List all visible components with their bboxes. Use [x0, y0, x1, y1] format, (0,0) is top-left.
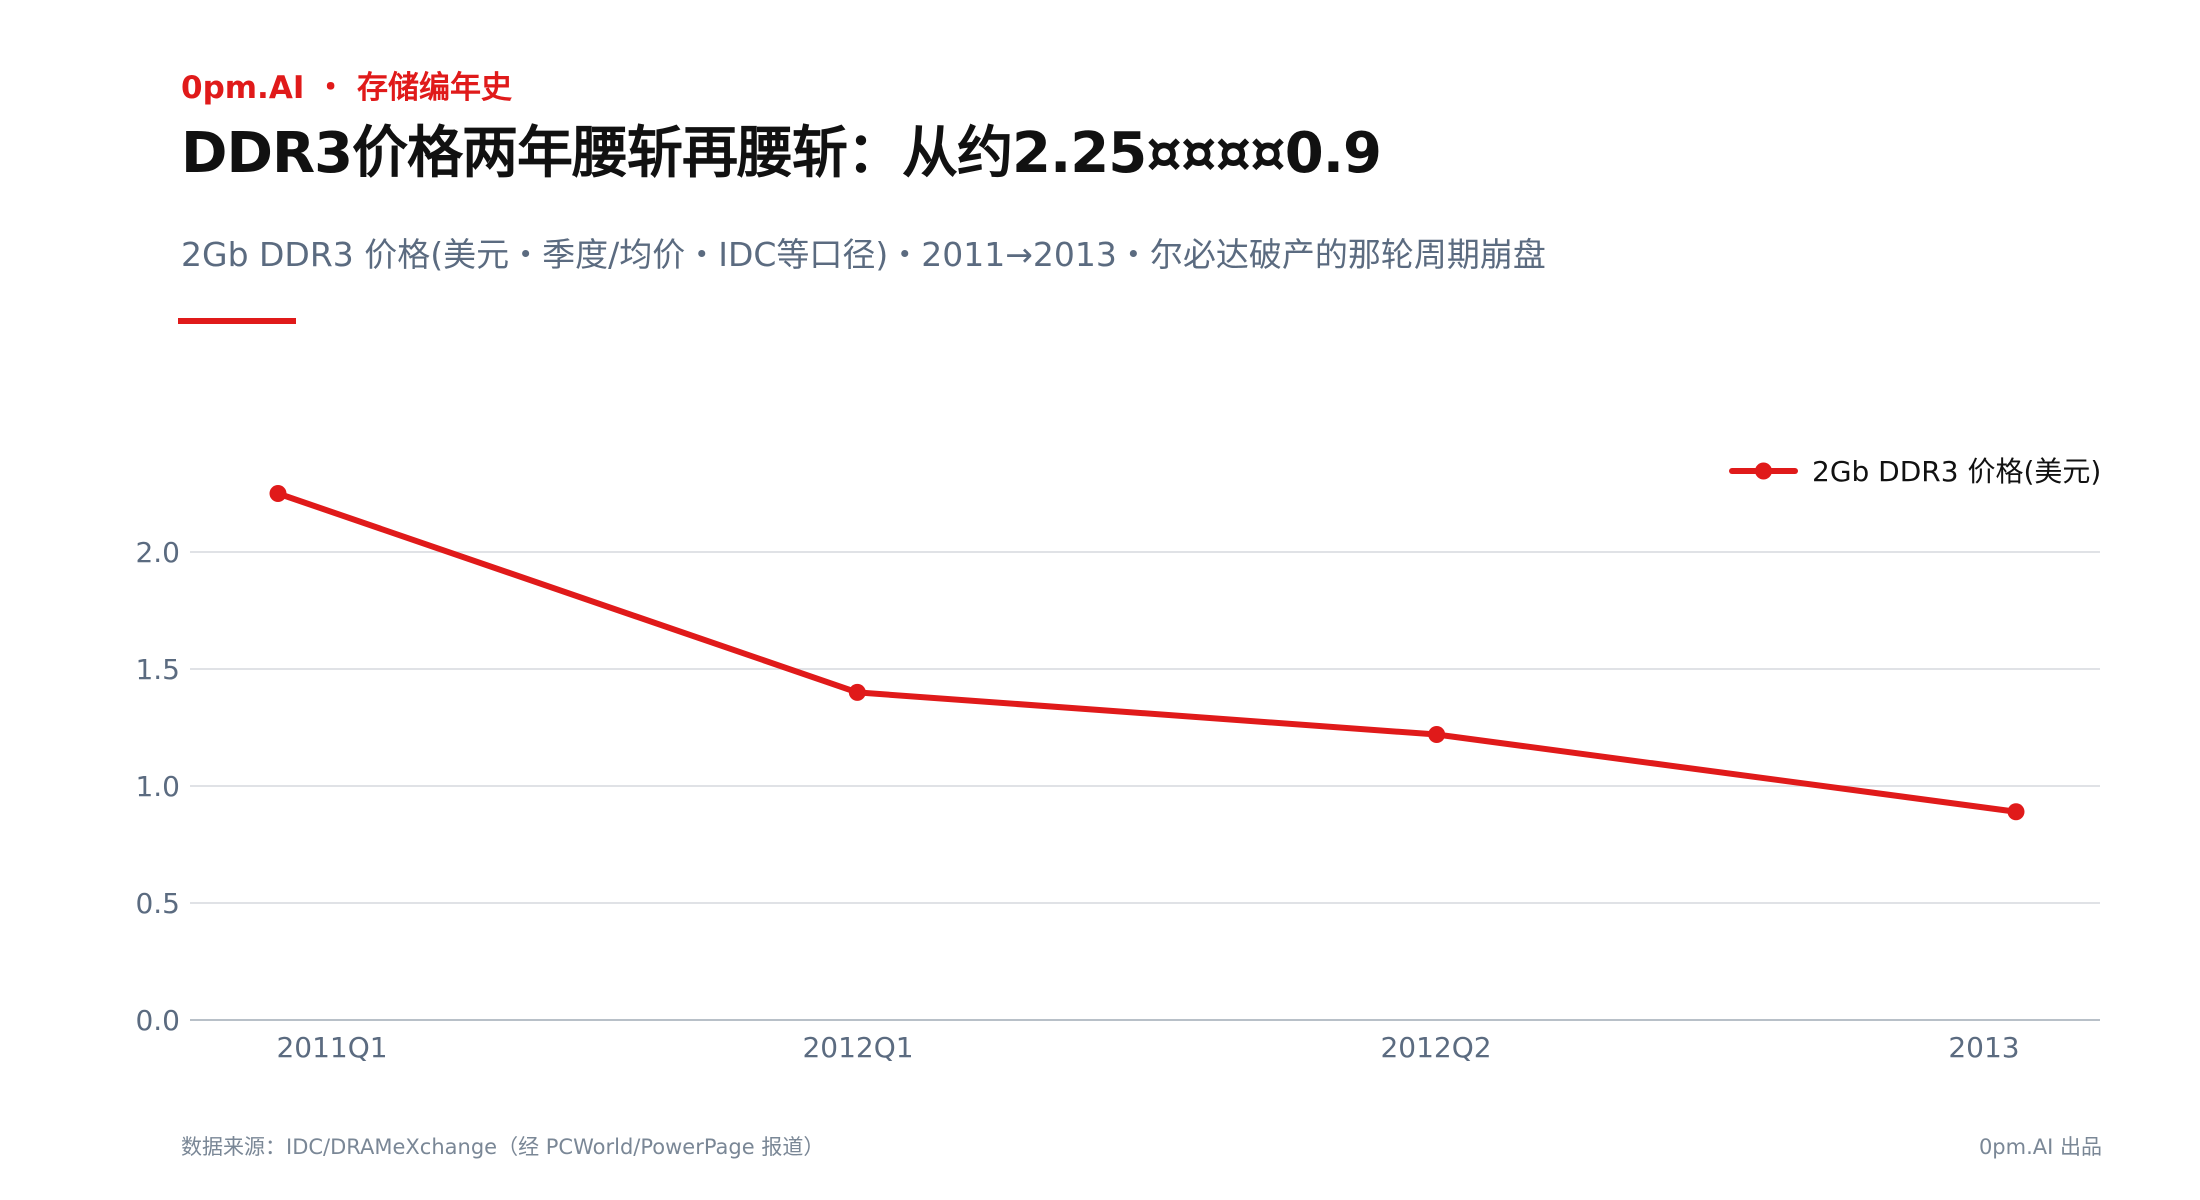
chart-subtitle: 2Gb DDR3 价格(美元・季度/均价・IDC等口径)・2011→2013・尔…: [181, 235, 1546, 274]
y-axis-ticks: 0.0 0.5 1.0 1.5 2.0: [135, 536, 180, 1037]
accent-rule: [178, 318, 296, 324]
x-tick-label: 2012Q1: [802, 1031, 913, 1064]
y-tick-label: 1.5: [135, 653, 180, 686]
series-line: [275, 490, 2019, 815]
y-tick-label: 2.0: [135, 536, 180, 569]
data-point: [269, 485, 287, 502]
legend: 2Gb DDR3 价格(美元): [1729, 455, 2101, 488]
source-note: 数据来源：IDC/DRAMeXchange（经 PCWorld/PowerPag…: [181, 1135, 825, 1159]
x-tick-label: 2011Q1: [276, 1031, 387, 1064]
data-point: [2007, 803, 2025, 821]
x-tick-label: 2012Q2: [1380, 1031, 1491, 1064]
brand-label: 0pm.AI ・ 存储编年史: [181, 70, 512, 106]
series-lines: [275, 490, 2019, 815]
y-tick-label: 0.5: [135, 887, 180, 920]
grid-lines: [190, 551, 2100, 1021]
credit-note: 0pm.AI 出品: [1978, 1135, 2102, 1159]
legend-label: 2Gb DDR3 价格(美元): [1812, 455, 2101, 488]
data-point: [848, 683, 866, 701]
legend-swatch-marker: [1755, 462, 1772, 480]
data-points: [269, 485, 2025, 821]
x-tick-label: 2013: [1948, 1031, 2019, 1064]
data-point: [1428, 726, 1446, 744]
y-tick-label: 1.0: [135, 770, 180, 803]
x-axis-ticks: 2011Q1 2012Q1 2012Q2 2013: [276, 1031, 2019, 1064]
chart-title: DDR3价格两年腰斩再腰斩：从约2.25¤¤¤¤0.9: [181, 121, 1382, 186]
y-tick-label: 0.0: [135, 1004, 180, 1037]
